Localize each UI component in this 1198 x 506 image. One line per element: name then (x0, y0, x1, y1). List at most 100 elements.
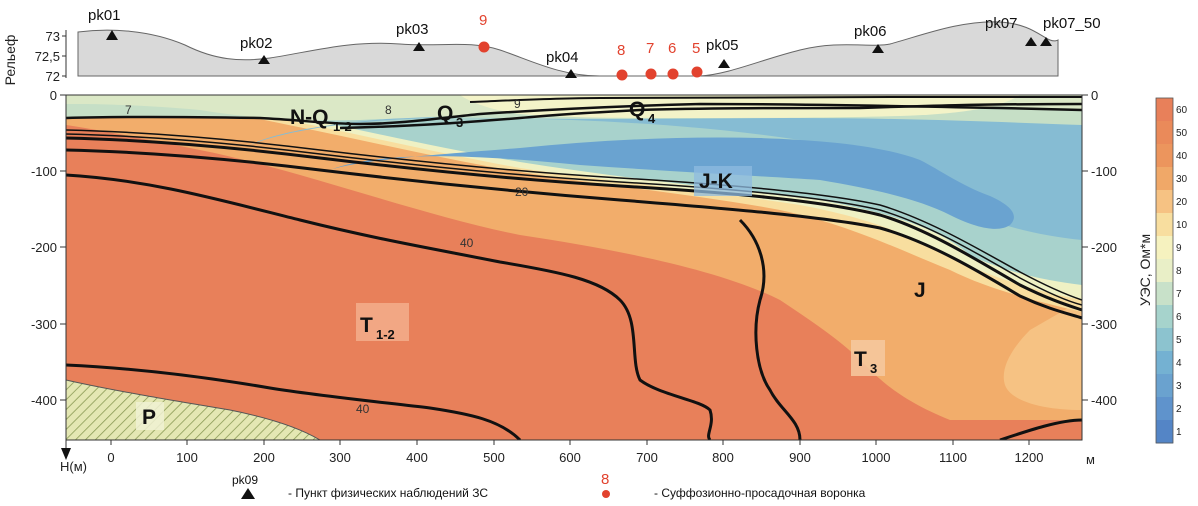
colorbar-label: 2 (1176, 404, 1182, 415)
depth-tick-label: -400 (1091, 393, 1117, 408)
unit-label-background (851, 340, 885, 376)
funnel-label: 5 (692, 40, 700, 57)
station-marker-icon (258, 55, 270, 64)
unit-label-main: T (360, 314, 373, 337)
funnel-marker-icon (602, 490, 610, 498)
funnel-marker-icon (667, 68, 679, 80)
station-label: pk06 (854, 23, 887, 40)
relief-axis-title: Рельеф (2, 35, 18, 86)
isoline (66, 129, 1082, 301)
colorbar-label: 20 (1176, 197, 1188, 208)
funnel-marker-icon (645, 68, 657, 80)
colorbar-cell (1156, 98, 1173, 122)
colorbar-label: 6 (1176, 312, 1182, 323)
colorbar-cell (1156, 420, 1173, 444)
isoline (339, 102, 1082, 130)
isoline (66, 133, 1082, 306)
station-label: pk07 (985, 15, 1018, 32)
depth-tick-label: 0 (1091, 88, 1098, 103)
distance-ticks (110, 440, 1030, 445)
distance-tick-label: 0 (107, 450, 114, 465)
depth-axis-label: Н(м) (60, 459, 87, 474)
isoline (66, 102, 1082, 126)
colorbar-cell (1156, 144, 1173, 168)
isoline-label: 7 (125, 103, 132, 117)
isoline-label: 8 (385, 103, 392, 117)
colorbar-cell (1156, 236, 1173, 260)
unit-label-background (356, 303, 409, 341)
unit-label-sub: 1-2 (376, 327, 395, 342)
distance-tick-label: 900 (789, 450, 811, 465)
depth-tick-label: -200 (31, 240, 57, 255)
funnel-marker-icon (616, 69, 628, 81)
funnel-label: 9 (479, 12, 487, 29)
unit-label-j: J (914, 279, 926, 302)
station-marker-icon (718, 59, 730, 68)
isoline (66, 136, 1082, 312)
funnel-label: 7 (646, 40, 654, 57)
zone-p (66, 379, 321, 440)
relief-tick-label: 73 (46, 29, 60, 44)
distance-unit: м (1086, 452, 1095, 467)
zone-jk-core (330, 137, 1014, 229)
isoline-label: 20 (515, 185, 529, 199)
unit-label-q4: Q 4 (629, 98, 656, 126)
distance-tick-label: 1000 (862, 450, 891, 465)
relief-tick-label: 72 (46, 69, 60, 84)
colorbar-cells (1156, 98, 1173, 444)
unit-label-background (694, 166, 752, 196)
unit-label-main: Q (437, 102, 453, 125)
relief-profile (77, 21, 1059, 77)
unit-label-t12: T 1-2 (360, 314, 395, 342)
zone-t3-light (1003, 300, 1082, 410)
relief-panel: Рельеф 73 72,5 72 pk01 pk02 pk03 pk04 pk… (2, 7, 1101, 85)
colorbar-label: 40 (1176, 151, 1188, 162)
colorbar-label: 10 (1176, 220, 1188, 231)
depth-tick-label: -100 (31, 164, 57, 179)
isoline-label: 40 (356, 402, 370, 416)
colorbar-cell (1156, 351, 1173, 375)
station-marker-icon (565, 69, 577, 78)
colorbar-label: 4 (1176, 358, 1182, 369)
colorbar-cell (1156, 259, 1173, 283)
relief-tick-label: 72,5 (35, 49, 60, 64)
distance-tick-label: 500 (483, 450, 505, 465)
distance-tick-label: 300 (329, 450, 351, 465)
section-panel: 7 8 9 20 40 40 N-Q 1-2 Q 3 Q 4 J-K J T 1… (31, 88, 1117, 474)
legend-funnel-text: - Суффозионно-просадочная воронка (654, 486, 866, 500)
legend-station-text: - Пункт физических наблюдений ЗС (288, 486, 488, 500)
colorbar-label: 1 (1176, 427, 1182, 438)
funnel-label: 8 (617, 42, 625, 59)
colorbar-cell (1156, 190, 1173, 214)
isoline (66, 363, 522, 440)
depth-tick-label: -200 (1091, 240, 1117, 255)
distance-tick-label: 400 (406, 450, 428, 465)
station-label: pk04 (546, 49, 579, 66)
colorbar-label: 30 (1176, 174, 1188, 185)
unit-label-nq: N-Q 1-2 (290, 106, 352, 134)
station-label: pk02 (240, 35, 273, 52)
colorbar-frame (1155, 97, 1174, 444)
isoline (66, 148, 1082, 320)
colorbar-label: 7 (1176, 289, 1182, 300)
station-label: pk01 (88, 7, 121, 24)
colorbar-label: 9 (1176, 243, 1182, 254)
depth-tick-label: -400 (31, 393, 57, 408)
colorbar-cell (1156, 397, 1173, 421)
resistivity-field (66, 95, 1082, 440)
station-marker-icon (241, 488, 255, 499)
distance-tick-label: 800 (712, 450, 734, 465)
colorbar-cell (1156, 213, 1173, 237)
colorbar-title: УЭС, Ом*м (1137, 234, 1153, 306)
zone-jk-mid (250, 108, 1082, 240)
colorbar-label: 60 (1176, 105, 1188, 116)
unit-label-background (136, 402, 164, 430)
funnel-label: 6 (668, 40, 676, 57)
depth-tick-label: -300 (31, 317, 57, 332)
colorbar-cell (1156, 305, 1173, 329)
station-marker-icon (106, 30, 118, 40)
distance-tick-label: 1200 (1015, 450, 1044, 465)
colorbar-label: 8 (1176, 266, 1182, 277)
colorbar: 60 50 40 30 20 10 9 8 7 6 5 4 3 2 1 УЭС, Ом*м (1137, 97, 1188, 444)
